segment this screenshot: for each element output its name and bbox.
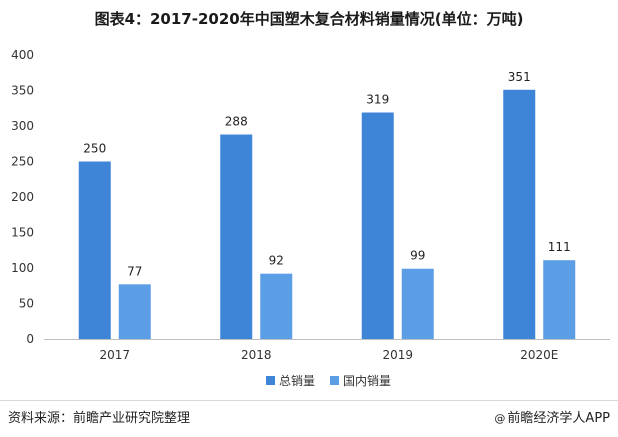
y-tick-label: 0 (26, 332, 34, 346)
bar-domestic-2019 (401, 268, 434, 339)
data-label: 92 (269, 254, 284, 268)
bar-total-2020E (503, 89, 536, 339)
bar-total-2017 (78, 161, 111, 339)
legend-swatch (266, 376, 275, 385)
bar-total-2018 (220, 134, 253, 339)
y-tick-label: 300 (11, 119, 34, 133)
y-tick-label: 250 (11, 155, 34, 169)
bar-domestic-2017 (118, 284, 151, 339)
data-label: 351 (508, 70, 531, 84)
legend-label: 总销量 (279, 374, 315, 388)
y-tick-label: 50 (19, 297, 34, 311)
brand-credit: @ 前瞻经济学人APP (494, 407, 610, 426)
bar-chart: 0 50 100 150 200 250 300 350 400 250 77 288 92 319 99… (11, 48, 610, 388)
brand-name: 前瞻经济学人APP (507, 411, 610, 426)
data-label: 319 (366, 93, 389, 107)
data-label: 77 (127, 264, 142, 278)
bar-domestic-2018 (260, 273, 293, 339)
x-tick-label: 2019 (382, 348, 413, 362)
x-axis: 2017 2018 2019 2020E (99, 348, 558, 362)
x-tick-label: 2020E (520, 348, 558, 362)
legend: 总销量 国内销量 (266, 374, 391, 388)
y-tick-label: 350 (11, 84, 34, 98)
x-tick-label: 2018 (241, 348, 272, 362)
y-tick-label: 150 (11, 226, 34, 240)
data-label: 250 (83, 142, 106, 156)
source-note: 资料来源：前瞻产业研究院整理 (8, 411, 191, 426)
legend-label: 国内销量 (343, 374, 391, 388)
data-label: 99 (410, 249, 425, 263)
chart-title: 图表4：2017-2020年中国塑木复合材料销量情况(单位：万吨) (94, 10, 524, 28)
data-label: 111 (548, 240, 571, 254)
y-tick-label: 200 (11, 190, 34, 204)
footer-divider (0, 400, 618, 401)
bar-domestic-2020E (543, 260, 576, 339)
bar-total-2019 (361, 112, 394, 339)
legend-swatch (330, 376, 339, 385)
y-tick-label: 100 (11, 261, 34, 275)
y-axis: 0 50 100 150 200 250 300 350 400 (11, 48, 34, 346)
brand-at-icon: @ (494, 412, 506, 425)
data-label: 288 (225, 115, 248, 129)
y-tick-label: 400 (11, 48, 34, 62)
x-tick-label: 2017 (99, 348, 130, 362)
bars: 250 77 288 92 319 99 351 111 (78, 70, 576, 339)
